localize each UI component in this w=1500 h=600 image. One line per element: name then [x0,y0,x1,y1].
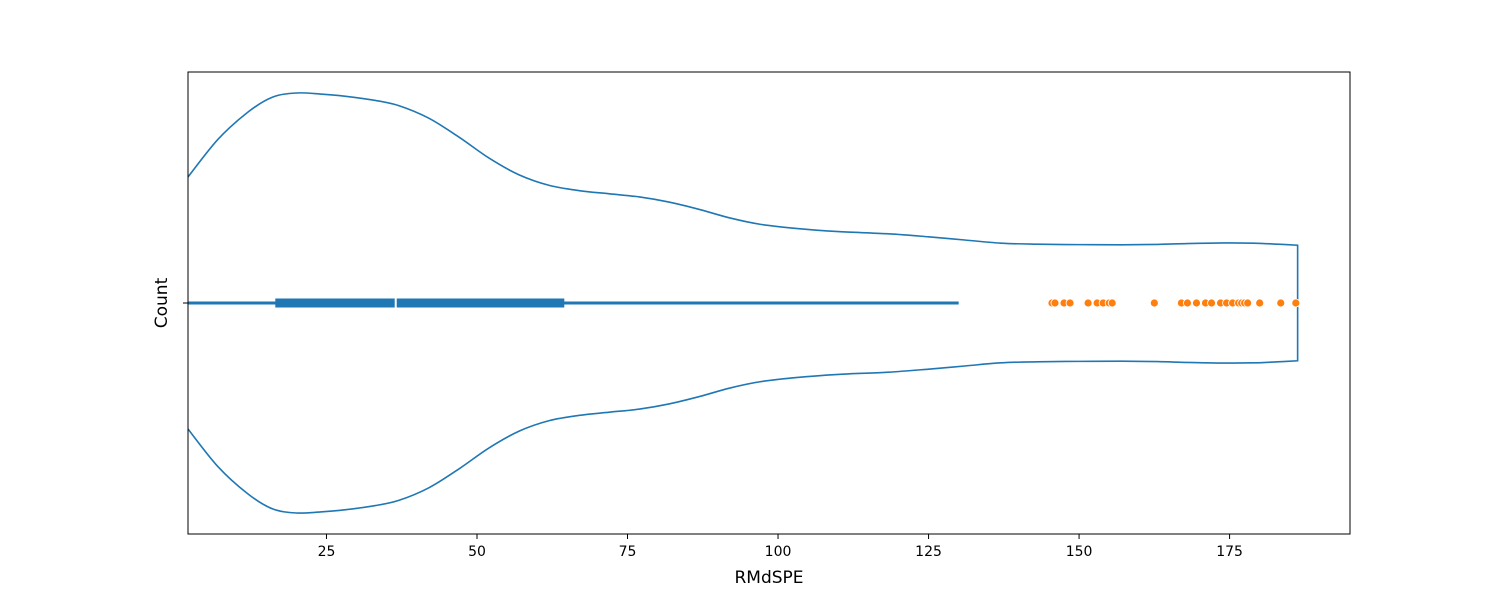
x-tick-label: 100 [765,544,792,560]
boxplot-layer [188,298,959,308]
y-axis-label: Count [152,277,172,328]
x-tick-label: 75 [619,544,637,560]
outlier-point [1107,298,1117,308]
x-axis-label: RMdSPE [734,568,803,588]
interquartile-box [275,298,565,308]
outlier-layer [1047,298,1301,308]
x-tick-label: 50 [468,544,486,560]
x-axis-ticks: 25 50 75 100 125 150 175 [318,534,1243,560]
outlier-point [1243,298,1253,308]
outlier-point [1276,298,1286,308]
outlier-point [1207,298,1216,308]
outlier-point [1050,298,1060,308]
x-tick-label: 175 [1216,544,1243,560]
x-tick-label: 125 [915,544,942,560]
outlier-point [1065,298,1075,308]
x-tick-label: 25 [318,544,336,560]
outlier-point [1149,298,1159,308]
outlier-point [1291,298,1301,308]
outlier-point [1192,298,1201,308]
x-tick-label: 150 [1066,544,1093,560]
outlier-point [1183,298,1192,308]
outlier-point [1083,298,1093,308]
outlier-point [1255,298,1265,308]
